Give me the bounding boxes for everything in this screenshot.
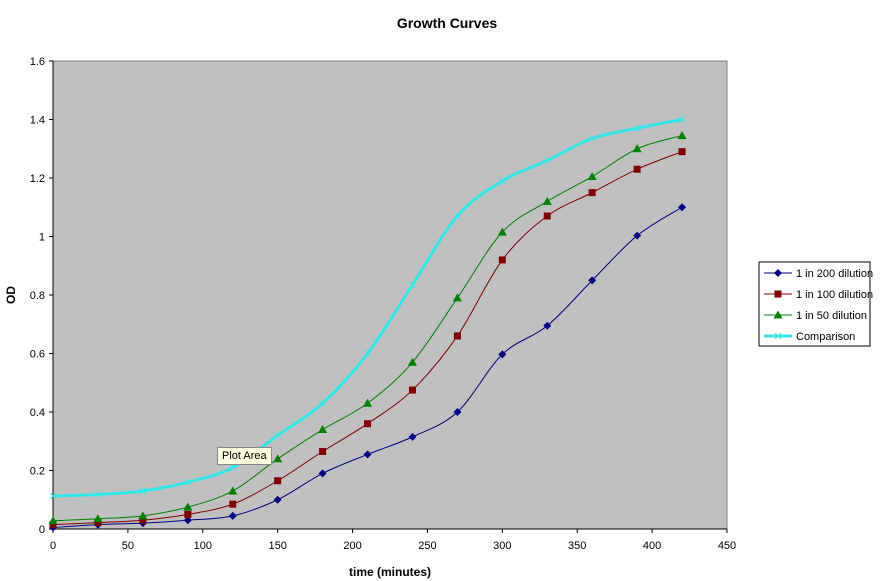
legend-label: 1 in 100 dilution xyxy=(796,289,873,301)
data-point-1 xyxy=(678,148,686,156)
data-point-2 xyxy=(228,486,238,495)
data-point-1 xyxy=(319,447,327,455)
y-tick-label: 1 xyxy=(39,232,45,244)
chart-title: Growth Curves xyxy=(397,15,498,31)
data-point-1 xyxy=(274,477,282,485)
data-point-1 xyxy=(184,510,192,518)
data-point-1 xyxy=(408,386,416,394)
data-point-1 xyxy=(498,256,506,264)
data-point-0 xyxy=(228,511,237,520)
data-point-0 xyxy=(498,350,507,359)
data-point-2 xyxy=(452,293,462,302)
data-point-0 xyxy=(363,450,372,459)
y-tick-label: 0.8 xyxy=(30,290,45,302)
y-tick-label: 0.6 xyxy=(30,349,45,361)
data-point-2 xyxy=(48,516,58,525)
data-point-2 xyxy=(497,227,507,236)
data-point-0 xyxy=(318,469,327,478)
data-point-3 xyxy=(543,157,551,164)
data-point-0 xyxy=(408,432,417,441)
data-point-3 xyxy=(49,492,57,500)
legend-marker xyxy=(774,332,782,340)
data-point-2 xyxy=(363,398,373,407)
data-point-3 xyxy=(633,124,641,132)
data-point-0 xyxy=(588,276,597,285)
x-tick-label: 50 xyxy=(122,540,134,552)
x-tick-label: 100 xyxy=(194,540,212,552)
data-point-2 xyxy=(407,357,417,366)
data-point-1 xyxy=(49,521,57,529)
data-point-0 xyxy=(633,231,642,240)
data-point-1 xyxy=(139,516,147,524)
x-tick-label: 250 xyxy=(418,540,436,552)
data-point-3 xyxy=(588,135,596,142)
data-point-1 xyxy=(588,189,596,197)
legend-label: 1 in 50 dilution xyxy=(796,310,867,322)
data-point-0 xyxy=(183,516,192,525)
y-tick-label: 1.2 xyxy=(30,173,45,185)
y-tick-label: 1.4 xyxy=(30,115,45,127)
x-tick-label: 400 xyxy=(643,540,661,552)
data-point-3 xyxy=(409,281,416,289)
data-point-3 xyxy=(319,399,326,407)
data-point-3 xyxy=(229,464,237,471)
x-tick-label: 150 xyxy=(268,540,286,552)
x-tick-label: 450 xyxy=(718,540,736,552)
data-point-3 xyxy=(184,478,192,486)
data-point-2 xyxy=(677,131,687,140)
data-point-0 xyxy=(678,203,687,212)
x-axis-label: time (minutes) xyxy=(349,565,431,579)
data-point-3 xyxy=(454,212,461,220)
data-point-2 xyxy=(542,196,552,205)
data-point-2 xyxy=(273,454,283,463)
x-tick-label: 300 xyxy=(493,540,511,552)
legend-marker xyxy=(774,290,782,298)
x-tick-label: 350 xyxy=(568,540,586,552)
data-point-2 xyxy=(318,425,328,434)
data-point-3 xyxy=(94,491,102,498)
data-point-1 xyxy=(364,420,372,428)
data-point-1 xyxy=(229,500,237,508)
legend-marker xyxy=(774,269,782,277)
x-tick-label: 0 xyxy=(50,540,56,552)
data-point-3 xyxy=(139,487,147,495)
data-point-0 xyxy=(543,321,552,330)
x-tick-label: 200 xyxy=(343,540,361,552)
data-point-2 xyxy=(632,144,642,153)
legend-label: Comparison xyxy=(796,331,855,343)
y-tick-label: 1.6 xyxy=(30,56,45,68)
data-point-1 xyxy=(94,519,102,527)
plot-area-tooltip: Plot Area xyxy=(217,447,272,465)
data-point-1 xyxy=(633,165,641,173)
data-point-3 xyxy=(498,177,506,185)
y-tick-label: 0.2 xyxy=(30,466,45,478)
data-point-2 xyxy=(587,172,597,181)
data-point-1 xyxy=(543,212,551,220)
data-point-2 xyxy=(93,514,103,523)
plot-area xyxy=(52,60,728,530)
legend-label: 1 in 200 dilution xyxy=(796,268,873,280)
legend-marker xyxy=(773,310,783,319)
data-point-3 xyxy=(364,350,371,357)
y-axis-label: OD xyxy=(4,286,18,304)
data-point-3 xyxy=(274,432,282,439)
data-point-3 xyxy=(678,116,686,123)
y-tick-label: 0 xyxy=(39,524,45,536)
y-tick-label: 0.4 xyxy=(30,407,45,419)
data-point-2 xyxy=(183,502,193,511)
data-point-0 xyxy=(273,495,282,504)
data-point-0 xyxy=(453,408,462,416)
data-point-1 xyxy=(453,332,461,340)
data-point-2 xyxy=(138,511,148,520)
series-line-3 xyxy=(52,118,683,498)
